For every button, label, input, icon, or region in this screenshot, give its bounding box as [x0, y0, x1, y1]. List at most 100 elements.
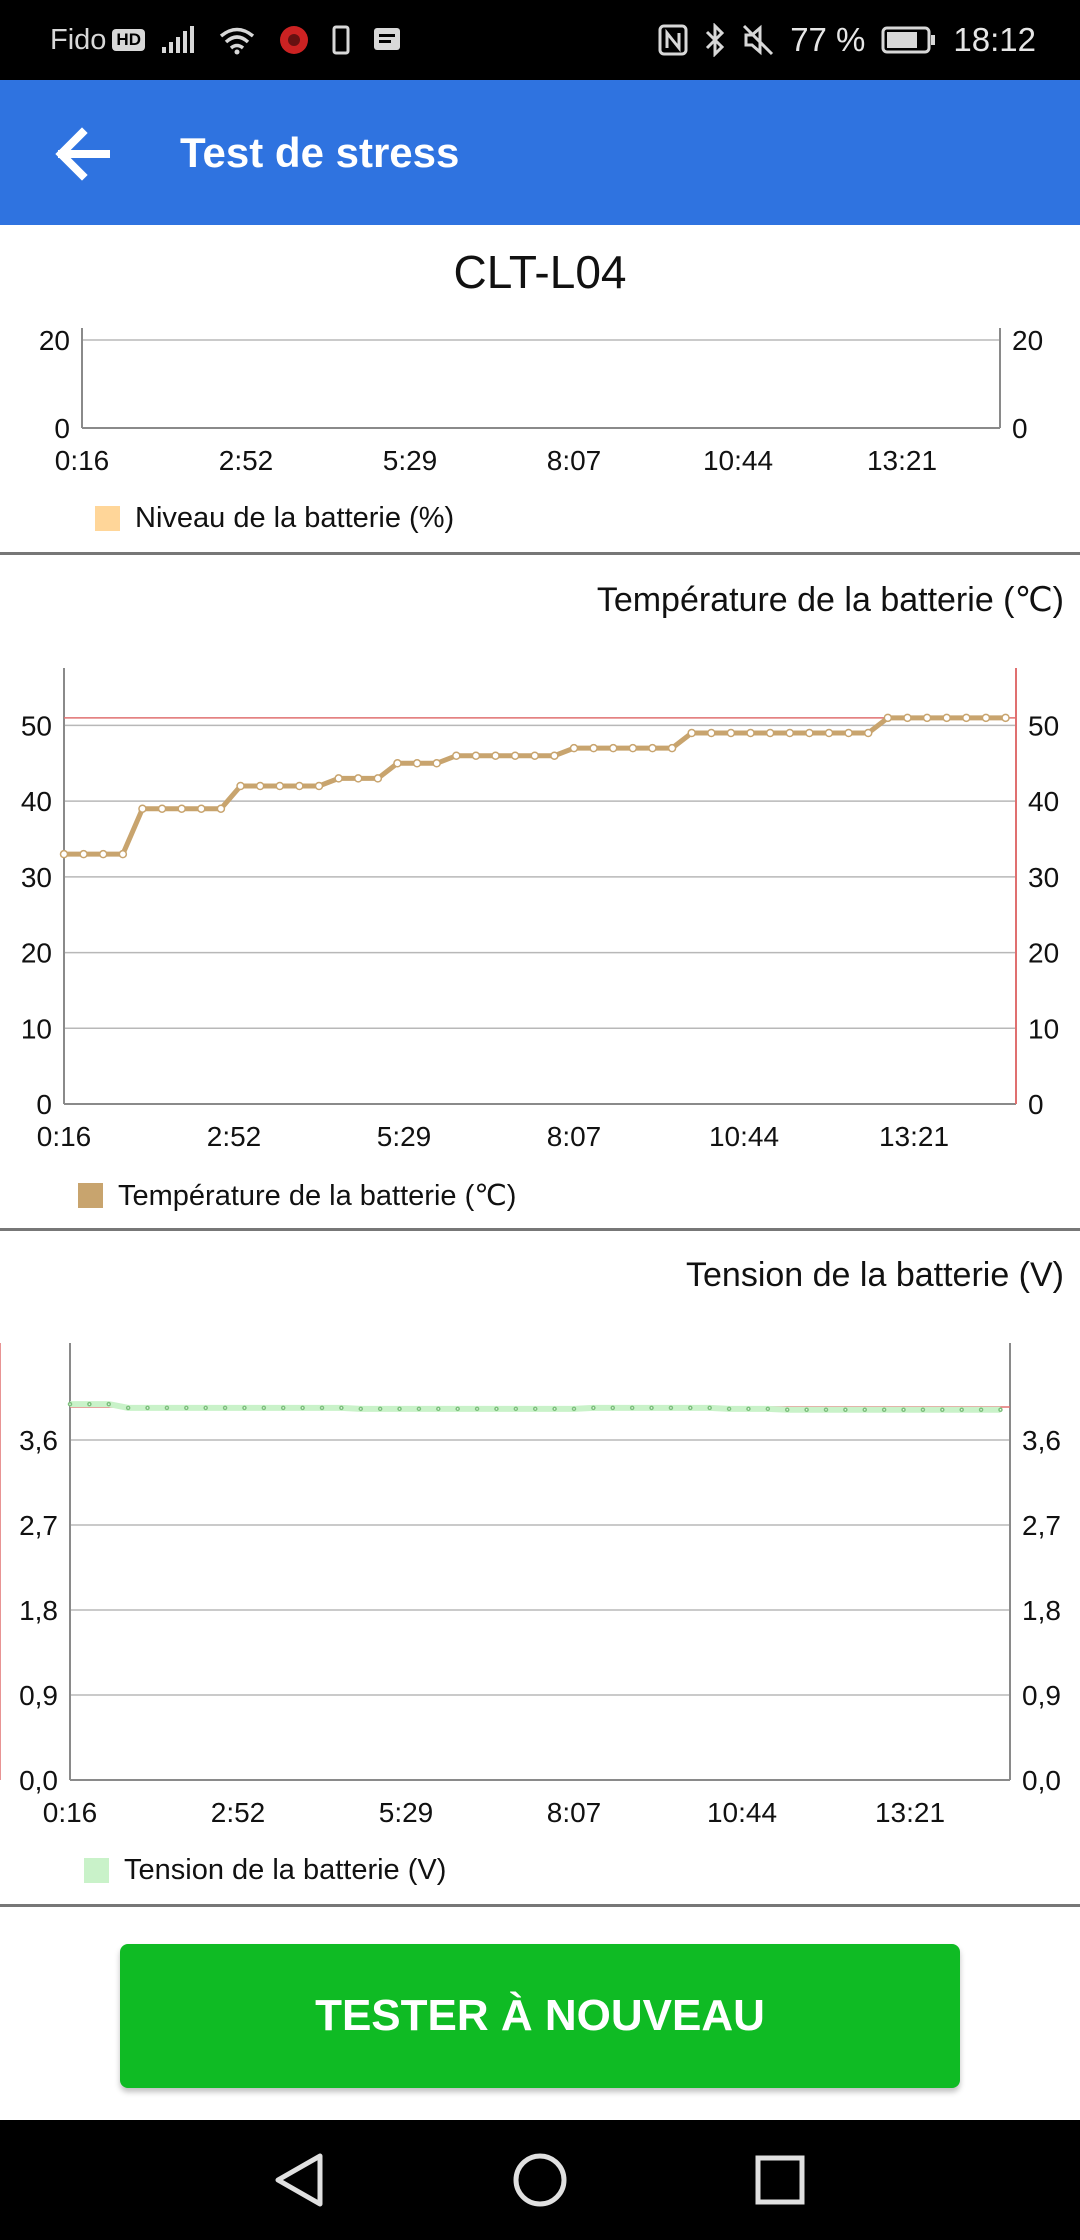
data-point	[98, 849, 108, 859]
data-point	[922, 713, 932, 723]
data-point	[649, 1405, 654, 1411]
y-tick-label-right: 0,9	[1022, 1680, 1061, 1711]
data-point	[569, 743, 579, 753]
data-point	[216, 804, 226, 813]
y-tick-label: 10	[21, 1013, 52, 1044]
data-point	[275, 781, 285, 791]
voltage-legend-swatch	[84, 1858, 109, 1883]
y-tick-label-right: 20	[1028, 938, 1059, 969]
nav-home-button[interactable]	[500, 2140, 580, 2220]
battery-level-legend: Niveau de la batterie (%)	[95, 502, 454, 535]
recents-square-icon	[755, 2155, 805, 2205]
device-name: CLT-L04	[453, 246, 627, 298]
x-tick-label: 0:16	[55, 445, 110, 476]
data-point	[455, 1406, 460, 1412]
data-point	[280, 1405, 286, 1411]
data-point	[824, 728, 834, 738]
y-tick-label-right: 50	[1028, 710, 1059, 741]
carrier-label: Fido HD	[50, 0, 145, 80]
nav-recents-button[interactable]	[740, 2140, 820, 2220]
data-point	[981, 713, 991, 723]
data-point	[106, 1401, 112, 1407]
data-point	[474, 1406, 480, 1412]
data-point	[785, 728, 795, 738]
signal-icon	[162, 26, 194, 53]
back-button[interactable]	[50, 120, 118, 188]
hd-badge: HD	[112, 29, 145, 51]
y-tick-label: 40	[21, 786, 52, 817]
data-point	[765, 1406, 771, 1412]
data-point	[784, 1407, 790, 1413]
status-left-icons	[160, 0, 402, 80]
data-point	[67, 1401, 73, 1407]
x-tick-label: 10:44	[707, 1797, 777, 1828]
y-tick-label: 0,0	[19, 1765, 58, 1796]
data-point	[138, 804, 147, 813]
temperature-legend: Température de la batterie (℃)	[78, 1178, 516, 1213]
battery-icon	[881, 26, 936, 54]
y-tick-label-right: 30	[1028, 862, 1059, 893]
y-tick-label-right: 40	[1028, 786, 1059, 817]
data-point	[881, 1407, 887, 1413]
x-tick-label: 8:07	[547, 1121, 602, 1152]
data-point	[416, 1406, 422, 1412]
section-divider	[0, 1904, 1080, 1907]
y-tick-label-right: 0	[1012, 413, 1028, 444]
nav-back-button[interactable]	[260, 2140, 340, 2220]
data-point	[125, 1405, 131, 1411]
data-point	[358, 1406, 364, 1412]
arrow-left-icon	[55, 127, 110, 181]
data-point	[862, 1407, 868, 1413]
data-point	[157, 804, 167, 813]
data-point	[962, 713, 971, 723]
notification-app-icon	[280, 26, 308, 54]
data-point	[978, 1407, 984, 1413]
y-tick-label: 20	[39, 325, 70, 356]
data-point	[628, 743, 638, 753]
x-tick-label: 13:21	[867, 445, 937, 476]
x-tick-label: 13:21	[875, 1797, 945, 1828]
data-point	[339, 1405, 344, 1411]
data-point	[510, 751, 520, 760]
data-point	[452, 751, 461, 760]
temperature-legend-label: Température de la batterie (℃)	[118, 1180, 517, 1212]
data-point	[261, 1405, 267, 1411]
retest-button[interactable]: TESTER À NOUVEAU	[120, 1944, 960, 2088]
wifi-icon	[219, 27, 255, 55]
data-point	[591, 1405, 596, 1411]
data-point	[373, 774, 383, 783]
x-tick-label: 13:21	[879, 1121, 949, 1152]
data-point	[765, 728, 775, 738]
x-tick-label: 5:29	[383, 445, 438, 476]
x-tick-label: 2:52	[219, 445, 274, 476]
data-point	[707, 728, 716, 738]
data-point	[746, 1406, 751, 1412]
x-tick-label: 5:29	[377, 1121, 432, 1152]
message-icon	[374, 28, 400, 50]
data-point	[610, 1405, 616, 1411]
x-tick-label: 5:29	[379, 1797, 434, 1828]
status-right: 77 % 18:12	[658, 0, 1036, 80]
data-point	[804, 1407, 809, 1413]
y-tick-label: 0	[54, 413, 70, 444]
data-point	[314, 781, 324, 791]
data-point	[197, 804, 206, 813]
battery-level-chart: 0 0 20 20 0:16 2:52 5:29 8:07 10:44 13:21	[39, 325, 1043, 476]
temperature-chart: 0 0 10 10 20 20 30 30 40 40 50 50 0:16 2:52 5:29 8:07 10…	[21, 668, 1059, 1152]
data-point	[532, 1406, 538, 1412]
temperature-chart-title: Température de la batterie (℃)	[596, 581, 1064, 619]
data-point	[608, 743, 618, 753]
data-point	[222, 1405, 228, 1411]
data-point	[726, 1406, 732, 1412]
data-point	[494, 1406, 499, 1412]
data-point	[746, 728, 755, 738]
bluetooth-icon	[706, 23, 725, 57]
data-point	[901, 1407, 906, 1413]
x-tick-label: 2:52	[207, 1121, 262, 1152]
y-tick-label-right: 2,7	[1022, 1510, 1061, 1541]
battery-level-legend-swatch	[95, 506, 120, 531]
data-point	[667, 743, 677, 753]
data-point	[295, 781, 304, 791]
data-point	[319, 1405, 325, 1411]
data-point	[805, 728, 814, 738]
